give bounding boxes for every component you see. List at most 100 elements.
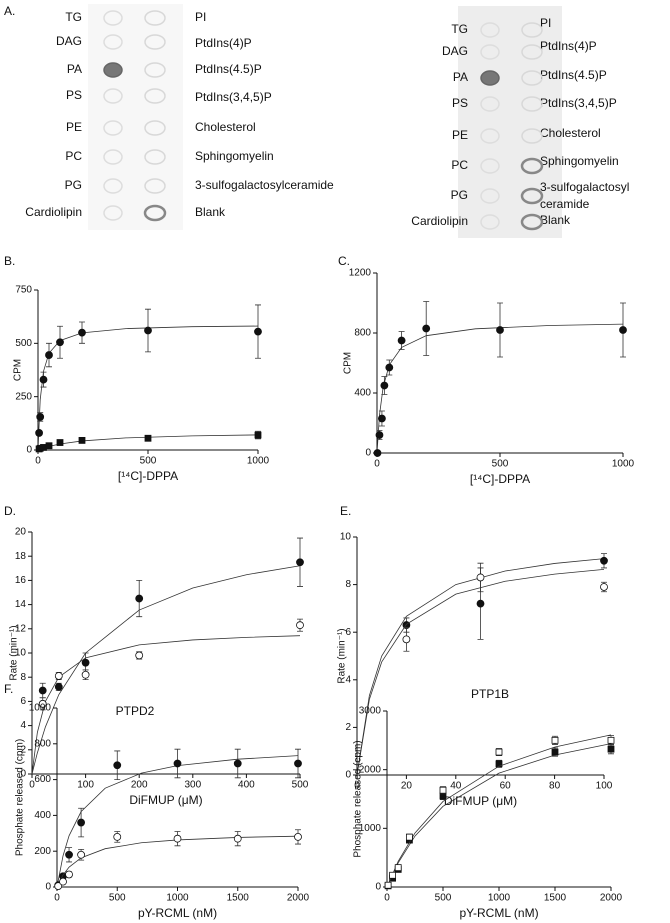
panel-label: E.: [340, 504, 351, 518]
membrane: [88, 4, 183, 230]
lipid-label: PS: [452, 96, 468, 110]
y-tick-label: 750: [15, 285, 32, 296]
y-axis-label: Phosphate released (cpm): [353, 740, 364, 857]
lipid-label: Blank: [195, 205, 226, 219]
marker: [233, 834, 242, 843]
y-tick-label: 6: [20, 696, 26, 707]
y-tick-label: 0: [45, 882, 51, 893]
spot: [144, 88, 166, 104]
spot: [144, 149, 166, 165]
x-axis-label: pY-RCML (nM): [138, 906, 217, 920]
y-tick-label: 1000: [359, 823, 382, 834]
x-tick-label: 20: [401, 781, 413, 792]
spot: [520, 157, 544, 175]
x-axis-label: [¹⁴C]-DPPA: [470, 472, 530, 486]
lipid-label: Blank: [540, 213, 571, 227]
spot: [143, 204, 167, 222]
spot: [480, 158, 500, 174]
lipid-label: Cardiolipin: [411, 214, 468, 228]
marker: [600, 556, 608, 565]
marker: [81, 658, 90, 667]
spot: [521, 22, 543, 38]
marker: [495, 748, 503, 756]
y-axis-label: Phosphate released (cpm): [15, 739, 26, 856]
marker: [254, 327, 262, 336]
y-tick-label: 2000: [359, 764, 382, 775]
lipid-label: DAG: [442, 44, 468, 58]
marker: [78, 436, 86, 444]
y-tick-label: 0: [365, 448, 371, 459]
fit-curve: [56, 755, 299, 888]
marker: [35, 429, 43, 437]
x-tick-label: 1000: [488, 893, 511, 904]
lipid-label: PE: [66, 120, 82, 134]
marker: [607, 745, 615, 753]
x-tick-label: 0: [354, 781, 360, 792]
x-tick-label: 500: [492, 459, 509, 470]
spot: [521, 44, 543, 60]
marker: [81, 670, 90, 679]
x-axis-label: pY-RCML (nM): [459, 906, 538, 920]
marker: [422, 324, 431, 333]
lipid-label: PE: [452, 128, 468, 142]
spot: [144, 34, 166, 50]
chart-title: PTP1B: [471, 687, 509, 701]
marker: [38, 699, 47, 708]
marker: [36, 413, 45, 421]
spot: [144, 120, 166, 136]
y-tick-label: 2: [345, 722, 351, 733]
lipid-label: 3-sulfogalactosyl: [540, 180, 629, 194]
x-tick-label: 0: [54, 893, 60, 904]
axis: [376, 273, 623, 454]
marker: [38, 686, 47, 695]
y-tick-label: 20: [15, 527, 27, 538]
lipid-label: Sphingomyelin: [540, 154, 619, 168]
spot: [480, 128, 500, 144]
marker: [294, 759, 302, 768]
lipid-label: TG: [451, 22, 468, 36]
marker: [233, 759, 242, 768]
marker: [476, 599, 485, 608]
y-tick-label: 2: [20, 744, 26, 755]
y-tick-label: 800: [354, 328, 371, 339]
lipid-label: DAG: [56, 34, 82, 48]
marker: [65, 870, 73, 879]
marker: [380, 381, 389, 390]
spot: [480, 214, 500, 230]
y-tick-label: 250: [15, 391, 32, 402]
x-tick-label: 2000: [600, 893, 623, 904]
panel-label: C.: [338, 254, 350, 268]
fit-curve: [56, 835, 299, 888]
spot: [144, 62, 166, 78]
marker: [173, 834, 182, 843]
x-tick-label: 0: [384, 893, 390, 904]
x-tick-label: 100: [596, 781, 613, 792]
x-tick-label: 100: [77, 780, 94, 791]
lipid-label: PA: [453, 70, 468, 84]
lipid-label: TG: [65, 10, 82, 24]
spot: [103, 62, 123, 78]
lipid-label: PG: [65, 178, 82, 192]
marker: [54, 882, 63, 891]
lipid-label: PC: [65, 149, 82, 163]
chart-title: PTPD2: [116, 704, 155, 718]
marker: [65, 850, 73, 859]
spot: [520, 213, 544, 231]
marker: [77, 818, 85, 827]
marker: [385, 363, 394, 372]
lipid-label: PtdIns(4)P: [195, 36, 252, 50]
y-tick-label: 400: [354, 388, 371, 399]
lipid-label: PtdIns(4.5)P: [540, 68, 607, 82]
fit-curve: [356, 568, 605, 776]
y-tick-label: 0: [20, 769, 26, 780]
lipid-label: PtdIns(3,4,5)P: [195, 90, 272, 104]
y-tick-label: 4: [20, 720, 26, 731]
membrane: [458, 6, 562, 238]
spot: [103, 10, 123, 26]
lipid-label: PtdIns(3,4,5)P: [540, 96, 617, 110]
x-tick-label: 500: [435, 893, 452, 904]
spot: [480, 188, 500, 204]
lipid-label: PtdIns(4.5)P: [195, 62, 262, 76]
marker: [56, 439, 64, 446]
x-tick-label: 300: [184, 780, 201, 791]
